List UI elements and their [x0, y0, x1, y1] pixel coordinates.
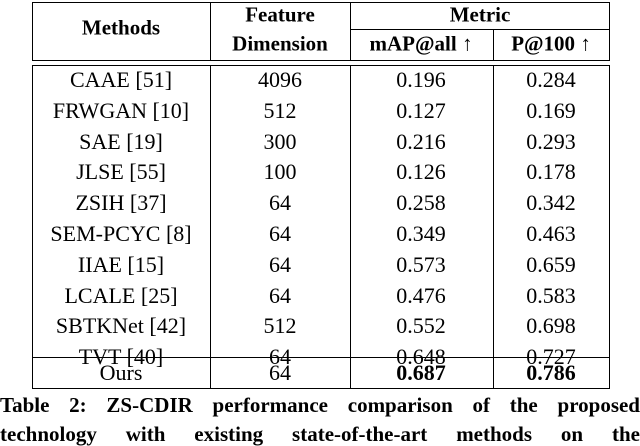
header-cell: Feature [245, 2, 315, 27]
cell: SEM-PCYC [8] [50, 221, 192, 246]
cell: 0.552 [396, 313, 446, 339]
cell: 0.573 [396, 251, 446, 277]
header-cell: mAP@all ↑ [369, 31, 473, 56]
cell: 0.698 [526, 313, 576, 339]
rule [609, 2, 610, 61]
rule [493, 29, 494, 61]
cell: 0.349 [396, 221, 446, 246]
caption: Table 2: ZS-CDIR performance comparison … [0, 393, 640, 417]
cell: IIAE [15] [77, 251, 165, 277]
cell: 300 [263, 128, 297, 154]
rule [32, 65, 33, 389]
cell: SAE [19] [79, 128, 163, 154]
cell: 0.687 [396, 360, 446, 385]
rule [350, 65, 351, 389]
cell: 0.284 [526, 67, 576, 92]
cell: Ours [99, 360, 143, 385]
cell: 0.727 [526, 344, 576, 370]
rule [493, 65, 494, 389]
cell: ZSIH [37] [75, 190, 167, 216]
cell: 100 [263, 159, 297, 185]
cell: 0.659 [526, 251, 576, 277]
cell: 4096 [258, 67, 302, 92]
cell: 64 [269, 360, 291, 385]
cell: 512 [263, 313, 297, 339]
rule [32, 2, 33, 61]
cell: 0.216 [396, 128, 446, 154]
rule [609, 65, 610, 389]
rule [32, 357, 610, 358]
header-cell: P@100 ↑ [511, 31, 591, 56]
cell: FRWGAN [10] [52, 97, 190, 123]
cell: 0.196 [396, 67, 446, 92]
cell: 512 [263, 97, 297, 123]
header-cell: Methods [81, 15, 161, 40]
cell: 0.648 [396, 344, 446, 370]
rule [210, 2, 211, 61]
cell: 64 [269, 221, 291, 246]
cell: 0.463 [526, 221, 576, 246]
header-cell: Dimension [232, 31, 328, 56]
cell: 64 [269, 251, 291, 277]
cell: 0.583 [526, 282, 576, 308]
cell: 0.293 [526, 128, 576, 154]
cell: 64 [269, 190, 291, 216]
cell: 0.342 [526, 190, 576, 216]
rule [210, 65, 211, 389]
rule [32, 388, 610, 389]
cell: 0.169 [526, 97, 576, 123]
rule [350, 2, 351, 61]
cell: JLSE [55] [76, 159, 166, 185]
rule [32, 60, 610, 61]
cell: TVT [40] [78, 344, 164, 370]
cell: 64 [269, 282, 291, 308]
cell: 0.126 [396, 159, 446, 185]
rule [32, 2, 610, 3]
rule [32, 65, 610, 66]
cell: SBTKNet [42] [55, 313, 187, 339]
header-cell: Metric [449, 2, 511, 27]
cell: LCALE [25] [64, 282, 178, 308]
cell: CAAE [51] [69, 67, 173, 92]
rule [350, 29, 610, 30]
cell: 0.178 [526, 159, 576, 185]
cell: 0.258 [396, 190, 446, 216]
cell: 0.786 [526, 360, 576, 385]
cell: 64 [269, 344, 291, 370]
cell: 0.476 [396, 282, 446, 308]
cell: 0.127 [396, 97, 446, 123]
